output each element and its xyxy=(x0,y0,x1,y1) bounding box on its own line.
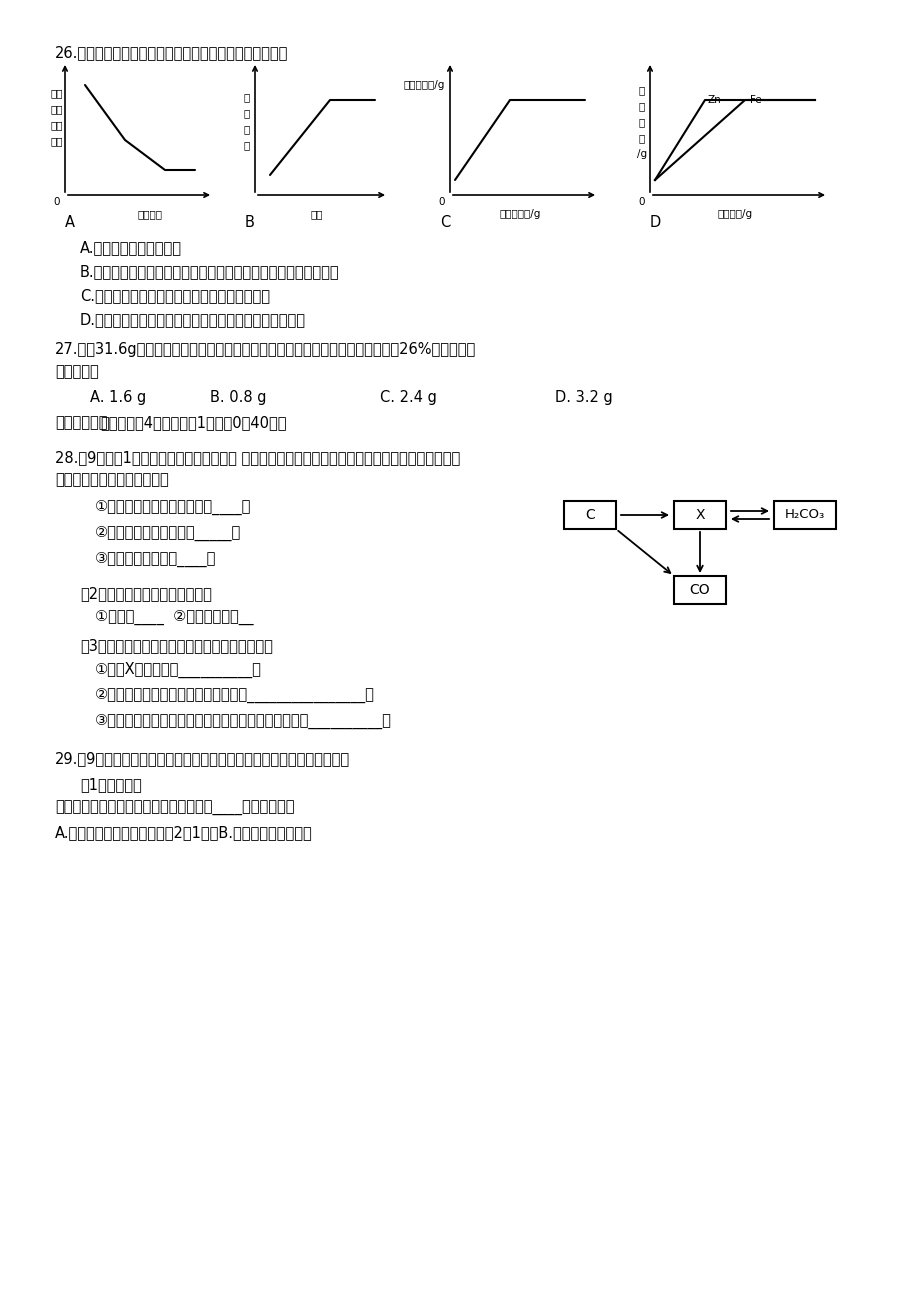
Text: （1）水的组成: （1）水的组成 xyxy=(80,777,142,792)
Text: B: B xyxy=(244,215,255,230)
Text: D. 3.2 g: D. 3.2 g xyxy=(554,391,612,405)
Text: 适合的词填在后面的横线上。: 适合的词填在后面的横线上。 xyxy=(55,473,168,487)
Text: 反应时间: 反应时间 xyxy=(137,210,163,219)
Text: 气: 气 xyxy=(638,102,644,111)
Text: D: D xyxy=(650,215,661,230)
Text: 金属质量/g: 金属质量/g xyxy=(717,210,752,219)
Text: ③海水晩盐的原理是____；: ③海水晩盐的原理是____； xyxy=(95,552,216,568)
Text: A.测定空气中氧气的含量: A.测定空气中氧气的含量 xyxy=(80,240,182,255)
Text: H₂CO₃: H₂CO₃ xyxy=(784,509,824,522)
Text: 0: 0 xyxy=(438,197,445,207)
Text: C: C xyxy=(584,508,595,522)
Text: 装置: 装置 xyxy=(51,89,63,98)
Text: ③写出图中转化关系中属于化合反应的一个化学方程式__________。: ③写出图中转化关系中属于化合反应的一个化学方程式__________。 xyxy=(95,713,391,729)
Text: 28.（9分）（1）现有六个常见化学名词： 乳化、溢解、煮永、蒸馏、降温结晶、蒸发结晶。请选择: 28.（9分）（1）现有六个常见化学名词： 乳化、溢解、煮永、蒸馏、降温结晶、蒸… xyxy=(55,450,460,465)
Text: /g: /g xyxy=(636,148,646,159)
Text: 内气: 内气 xyxy=(51,104,63,115)
Text: 氧化馒质量/g: 氧化馒质量/g xyxy=(499,210,540,219)
Text: C.常温下，向一定量的饱和石灰水中加入氧化馒: C.常温下，向一定量的饱和石灰水中加入氧化馒 xyxy=(80,288,269,303)
Bar xyxy=(773,501,835,529)
Text: 质: 质 xyxy=(244,124,250,134)
Bar xyxy=(563,501,616,529)
Text: （3）碳和部分碳的化合物间转化关系如图所示。: （3）碳和部分碳的化合物间转化关系如图所示。 xyxy=(80,638,273,654)
Text: ①物质X的化学式为__________：: ①物质X的化学式为__________： xyxy=(95,661,262,678)
Text: 气的质量为: 气的质量为 xyxy=(55,365,98,379)
Text: A.水中氢、氧元素的质量比为2：1　　B.水是由水分子构成的: A.水中氢、氧元素的质量比为2：1 B.水是由水分子构成的 xyxy=(55,825,312,840)
Text: 水: 水 xyxy=(244,92,250,102)
Text: 二、非选择题: 二、非选择题 xyxy=(55,415,108,430)
Text: A. 1.6 g: A. 1.6 g xyxy=(90,391,146,405)
Text: ①用洗洁精洗去衣服上的油污____；: ①用洗洁精洗去衣服上的油污____； xyxy=(95,500,251,516)
Text: 27.加热31.6g高锄酸钔，一段时间后，冷却，测得剩余固体中钔元素的质量分数为26%，则生成氧: 27.加热31.6g高锄酸钔，一段时间后，冷却，测得剩余固体中钔元素的质量分数为… xyxy=(55,342,476,357)
Text: C: C xyxy=(439,215,449,230)
Text: ①氮分子____  ②两个亚鐵离子__: ①氮分子____ ②两个亚鐵离子__ xyxy=(95,611,254,625)
Text: 量: 量 xyxy=(638,133,644,143)
Text: 的: 的 xyxy=(244,108,250,118)
Text: X: X xyxy=(695,508,704,522)
Text: D.向等质量、等浓度的稀硫酸中分别逐渐加入锄粉和鐵粉: D.向等质量、等浓度的稀硫酸中分别逐渐加入锄粉和鐵粉 xyxy=(80,312,306,327)
Text: 体积: 体积 xyxy=(51,135,63,146)
Text: Fe: Fe xyxy=(749,95,761,105)
Text: ②将硬水直接转变成纯水_____；: ②将硬水直接转变成纯水_____； xyxy=(95,526,241,542)
Text: 质: 质 xyxy=(638,117,644,128)
Text: Zn: Zn xyxy=(708,95,721,105)
Text: 0: 0 xyxy=(638,197,644,207)
Text: （本大题兲4小题，每稀1分，共0吀40分）: （本大题兲4小题，每稀1分，共0吀40分） xyxy=(100,415,287,430)
Text: 体的: 体的 xyxy=(51,120,63,130)
Text: A: A xyxy=(65,215,75,230)
Text: 时间: 时间 xyxy=(311,210,323,219)
Text: 29.（9分）水是宝贵的自然资源，对于人类生活、生产都具有重要意义。: 29.（9分）水是宝贵的自然资源，对于人类生活、生产都具有重要意义。 xyxy=(55,751,350,766)
Text: ②从图中任选一种物质，它的一种用途________________；: ②从图中任选一种物质，它的一种用途________________； xyxy=(95,687,374,703)
Bar xyxy=(674,575,725,604)
Text: 溶液的质量/g: 溶液的质量/g xyxy=(403,79,445,90)
Text: C. 2.4 g: C. 2.4 g xyxy=(380,391,437,405)
Text: （2）用化学符号表示下列微粒：: （2）用化学符号表示下列微粒： xyxy=(80,586,211,602)
Text: 0: 0 xyxy=(53,197,60,207)
Text: 26.　下列图象能正确反映其对应操作中各量变化关系的是: 26. 下列图象能正确反映其对应操作中各量变化关系的是 xyxy=(55,46,288,60)
Text: B. 0.8 g: B. 0.8 g xyxy=(210,391,267,405)
Text: 量: 量 xyxy=(244,141,250,150)
Text: 有关水的组成和结构的叙述中，正确的是____（填字母）；: 有关水的组成和结构的叙述中，正确的是____（填字母）； xyxy=(55,801,294,816)
Text: B.向一定质量、一定质量分数的过氧化氢溶液中加入少量二氧化锤: B.向一定质量、一定质量分数的过氧化氢溶液中加入少量二氧化锤 xyxy=(80,264,339,279)
Bar xyxy=(674,501,725,529)
Text: CO: CO xyxy=(689,583,709,598)
Text: 氢: 氢 xyxy=(638,85,644,95)
